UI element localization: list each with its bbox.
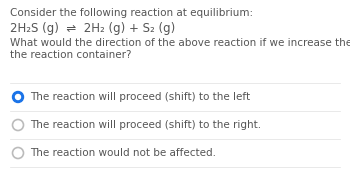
- Text: What would the direction of the above reaction if we increase the volume of: What would the direction of the above re…: [10, 38, 350, 48]
- Text: 2H₂S (g)  ⇌  2H₂ (g) + S₂ (g): 2H₂S (g) ⇌ 2H₂ (g) + S₂ (g): [10, 22, 175, 35]
- Text: The reaction will proceed (shift) to the left: The reaction will proceed (shift) to the…: [30, 92, 250, 102]
- Text: Consider the following reaction at equilibrium:: Consider the following reaction at equil…: [10, 8, 253, 18]
- Text: The reaction will proceed (shift) to the right.: The reaction will proceed (shift) to the…: [30, 120, 261, 130]
- Text: The reaction would not be affected.: The reaction would not be affected.: [30, 148, 216, 158]
- Circle shape: [13, 91, 23, 103]
- Text: the reaction container?: the reaction container?: [10, 50, 132, 60]
- Circle shape: [15, 95, 21, 99]
